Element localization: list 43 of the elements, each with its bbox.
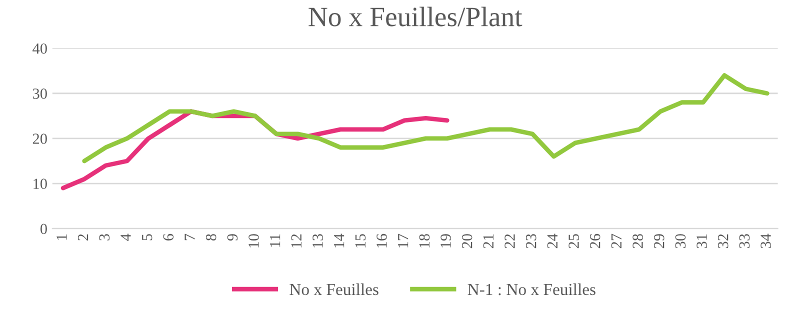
x-tick-label: 29: [654, 234, 664, 248]
x-tick-label: 18: [419, 234, 430, 248]
chart-title: No x Feuilles/Plant: [308, 6, 522, 26]
y-tick-label: 20: [32, 134, 47, 144]
x-tick-label: 13: [312, 234, 323, 248]
x-tick-label: 19: [440, 234, 451, 248]
x-tick-label: 23: [526, 234, 536, 248]
x-tick-label: 9: [227, 234, 238, 241]
x-tick-label: 27: [611, 234, 622, 248]
x-tick-label: 30: [675, 234, 686, 248]
x-tick-label: 12: [291, 234, 302, 248]
x-tick-label: 22: [504, 234, 515, 248]
y-tick-label: 0: [40, 224, 47, 234]
line-series: [82, 73, 770, 164]
x-tick-label: 4: [120, 234, 131, 241]
x-tick-label: 32: [718, 234, 728, 248]
x-tick-label: 33: [739, 234, 750, 248]
x-tick-label: 14: [334, 234, 344, 248]
x-tick-label: 31: [696, 234, 707, 248]
legend-label: N-1 : No x Feuilles: [468, 283, 596, 296]
x-tick-label: 3: [99, 234, 110, 240]
x-tick-label: 34: [760, 234, 771, 248]
x-tick-label: 10: [248, 234, 259, 248]
y-tick-label: 10: [34, 178, 47, 189]
x-tick-label: 20: [462, 234, 472, 248]
legend-label: No x Feuilles: [290, 283, 378, 296]
x-tick-label: 11: [270, 234, 280, 247]
x-tick-label: 6: [163, 234, 174, 240]
x-tick-label: 21: [483, 234, 494, 248]
x-tick-label: 2: [78, 234, 88, 240]
x-tick-label: 16: [376, 234, 387, 248]
y-tick-label: 30: [32, 88, 47, 99]
x-tick-label: 1: [56, 234, 67, 240]
x-tick-label: 17: [398, 234, 408, 248]
x-tick-label: 26: [590, 234, 600, 248]
x-tick-label: 15: [355, 234, 366, 248]
y-tick-label: 40: [32, 43, 47, 54]
x-tick-label: 24: [547, 234, 558, 248]
x-tick-label: 8: [206, 234, 216, 241]
x-tick-label: 25: [568, 234, 579, 248]
x-tick-label: 5: [142, 234, 152, 240]
x-tick-label: 7: [184, 234, 195, 240]
x-tick-label: 28: [632, 234, 643, 248]
